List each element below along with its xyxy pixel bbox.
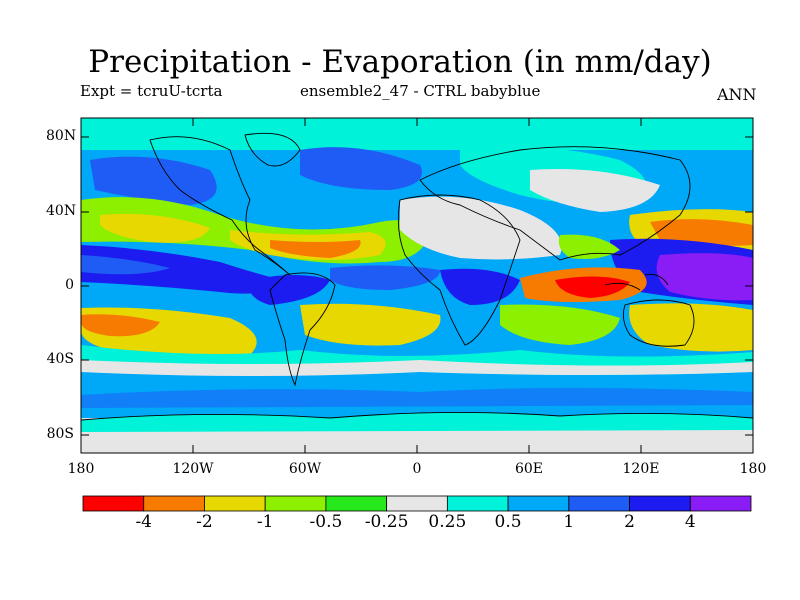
colorbar-label: -2 [196, 512, 213, 532]
y-tick-label-40n: 40N [46, 203, 77, 219]
antarctica-outline [81, 411, 753, 421]
field-antarctic-coast [81, 412, 753, 432]
x-tick-label-180e: 180 [739, 461, 767, 477]
colorbar-label: -0.5 [309, 512, 343, 532]
field-npac-yellow [100, 213, 210, 243]
field-satl-yellow [300, 303, 441, 346]
field-indian-red [555, 276, 630, 298]
y-tick-label-0: 0 [65, 277, 74, 293]
field-amazon-wet [249, 275, 330, 305]
field-southern-storm [81, 388, 753, 408]
field-wpac-orange [650, 219, 753, 246]
colorbar-swatch [568, 495, 630, 512]
greenland-outline [244, 132, 301, 167]
colorbar [82, 495, 752, 512]
precip-evap-field [81, 118, 753, 453]
x-tick-label-0: 0 [412, 461, 422, 477]
y-tick-label-80n: 80N [46, 128, 77, 144]
eurasia-outline [419, 146, 691, 261]
x-tick-label-120w: 120W [172, 461, 214, 477]
field-india-green [558, 234, 620, 259]
x-tick-label-120e: 120E [622, 461, 660, 477]
colorbar-label: 2 [624, 512, 635, 532]
australia-outline [622, 299, 695, 347]
field-npac-storm [90, 156, 217, 205]
colorbar-swatch [507, 495, 570, 512]
colorbar-label: 4 [684, 512, 696, 532]
colorbar-label: -0.25 [364, 512, 409, 532]
field-natl-orange [270, 240, 361, 258]
field-sahara [400, 196, 562, 260]
colorbar-label: -4 [135, 512, 152, 532]
south-america-outline [269, 272, 336, 387]
colorbar-swatch [446, 495, 509, 512]
map-title: Precipitation - Evaporation (in mm/day) [88, 44, 712, 80]
field-sio-green [500, 304, 620, 345]
x-tick-label-60w: 60W [288, 461, 322, 477]
colorbar-swatch [204, 495, 266, 512]
field-atl-itcz [330, 265, 440, 290]
experiment-label: Expt = tcruU-tcrta [80, 82, 223, 100]
colorbar-swatch [386, 495, 448, 512]
field-sepac-orange [81, 314, 160, 337]
colorbar-label: -1 [256, 512, 274, 532]
colorbar-label: 0.5 [494, 512, 522, 532]
colorbar-label: 0.25 [428, 512, 467, 532]
y-tick-label-80s: 80S [46, 426, 74, 442]
colorbar-swatch [264, 495, 327, 512]
field-central-asia [530, 169, 660, 212]
field-australia-yellow [629, 303, 753, 352]
y-axis-ticks [81, 136, 753, 436]
colorbar-swatch [82, 495, 145, 512]
coastlines [81, 132, 753, 421]
field-epac-itcz-2 [81, 255, 170, 275]
africa-outline [397, 194, 521, 346]
colorbar-swatch [689, 495, 752, 512]
north-america-outline [149, 136, 291, 276]
colorbar-swatch [325, 495, 388, 512]
colorbar-swatch [629, 495, 691, 512]
colorbar-swatch [143, 495, 205, 512]
maritime-continent-outline [604, 274, 669, 291]
field-sh-grey-belt [81, 360, 753, 376]
x-axis-ticks [192, 118, 642, 453]
field-wpac-purple [656, 253, 753, 301]
field-natl-storm [300, 147, 422, 190]
colorbar-label: 1 [563, 512, 575, 532]
y-tick-label-40s: 40S [46, 351, 74, 367]
field-arctic-cyan-2 [81, 118, 753, 144]
x-tick-label-180w: 180 [67, 461, 95, 477]
field-epac-itcz [81, 245, 290, 294]
run-label: ensemble2_47 - CTRL babyblue [300, 82, 541, 100]
x-tick-label-60e: 60E [514, 461, 544, 477]
field-congo-wet [440, 268, 520, 305]
season-label: ANN [717, 85, 757, 104]
